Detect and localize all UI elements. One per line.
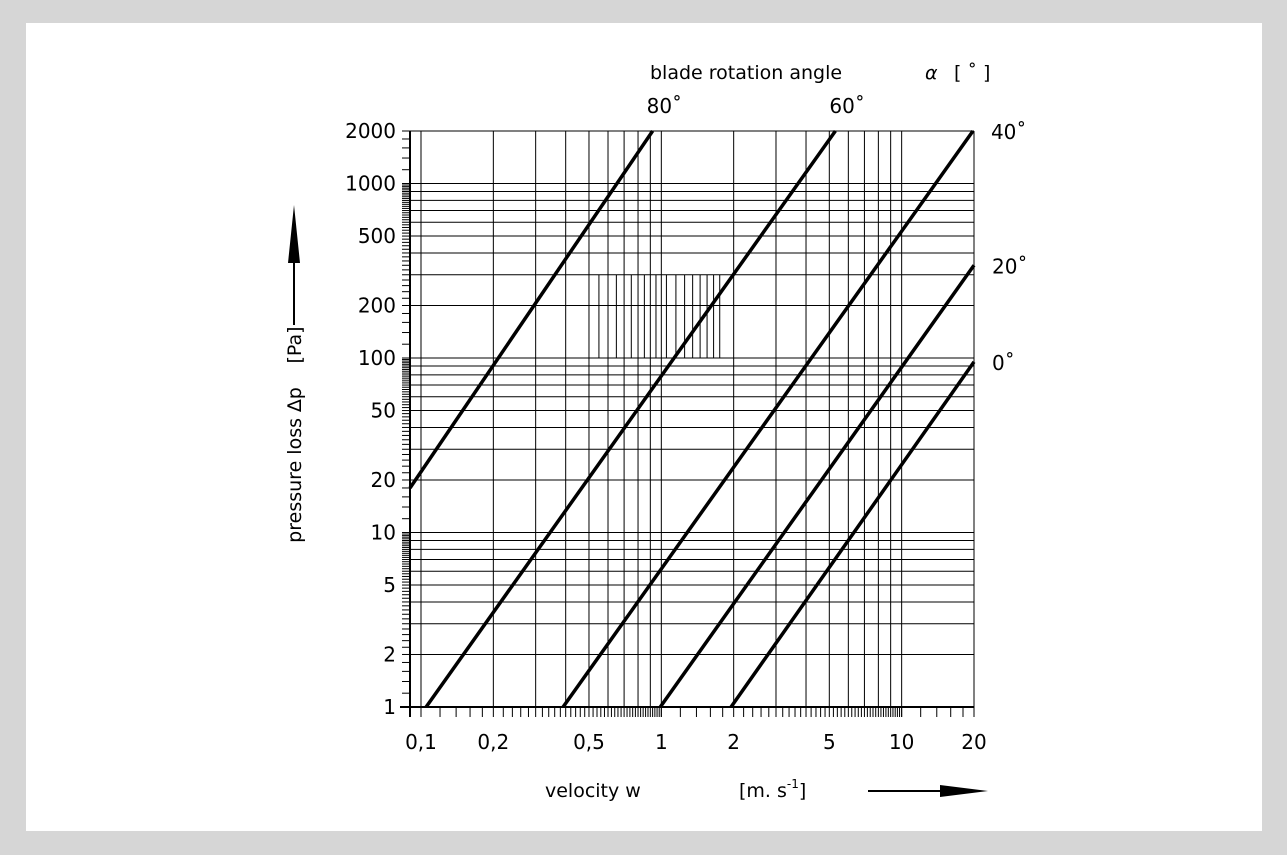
y-tick-label: 10 (371, 521, 396, 545)
tick-labels: 0,1 0,2 0,5 1 2 5 10 20 1 2 5 10 20 50 100 200 500 1000 20… (345, 119, 987, 754)
series-label: 60˚ (829, 94, 864, 118)
y-axis-label: pressure loss ∆p (284, 387, 306, 543)
series-label: 0˚ (992, 351, 1015, 375)
y-tick-label: 2000 (345, 119, 396, 143)
x-tick-label: 20 (961, 730, 986, 754)
x-unit-exponent: -1 (787, 777, 799, 791)
x-unit-base: [m. s (739, 780, 787, 802)
x-tick-label: 0,2 (477, 730, 509, 754)
y-tick-label: 1000 (345, 172, 396, 196)
x-axis-arrow-icon (868, 785, 988, 797)
x-axis-unit: [m. s-1] (739, 777, 806, 802)
series-line (561, 129, 975, 709)
x-unit-close: ] (799, 780, 806, 802)
x-tick-label: 10 (889, 730, 914, 754)
series-line (729, 360, 976, 709)
x-tick-label: 5 (823, 730, 836, 754)
series-line (408, 130, 655, 489)
y-tick-label: 50 (371, 399, 396, 423)
x-tick-label: 1 (655, 730, 668, 754)
series-label: 20˚ (992, 254, 1027, 278)
y-tick-label: 1 (383, 695, 396, 719)
alpha-symbol: α (925, 62, 938, 84)
grid (400, 130, 975, 717)
y-tick-label: 100 (358, 346, 396, 370)
x-tick-label: 0,1 (405, 730, 437, 754)
series-label: 80˚ (647, 94, 682, 118)
y-tick-label: 20 (371, 468, 396, 492)
y-tick-label: 2 (383, 642, 396, 666)
top-axis-title: blade rotation angle (650, 62, 842, 84)
x-tick-label: 0,5 (573, 730, 605, 754)
y-tick-label: 5 (383, 573, 396, 597)
y-tick-label: 200 (358, 293, 396, 317)
x-tick-label: 2 (727, 730, 740, 754)
series-lines: 80˚ 60˚ 40˚ 20˚ 0˚ (408, 94, 1027, 709)
pressure-loss-chart: 80˚ 60˚ 40˚ 20˚ 0˚ 0,1 0,2 0,5 1 2 5 10 20 1 2 5 10 20 50… (284, 62, 1027, 802)
series-line (658, 264, 976, 709)
series-label: 40˚ (991, 120, 1026, 144)
y-axis-arrow-icon (288, 205, 300, 325)
x-axis-label: velocity w (545, 780, 641, 802)
chart-frame: 80˚ 60˚ 40˚ 20˚ 0˚ 0,1 0,2 0,5 1 2 5 10 20 1 2 5 10 20 50… (26, 23, 1262, 831)
top-axis-unit: [ ˚ ] (954, 62, 990, 84)
y-axis-unit: [Pa] (284, 326, 306, 363)
series-line (424, 129, 837, 709)
y-tick-label: 500 (358, 224, 396, 248)
